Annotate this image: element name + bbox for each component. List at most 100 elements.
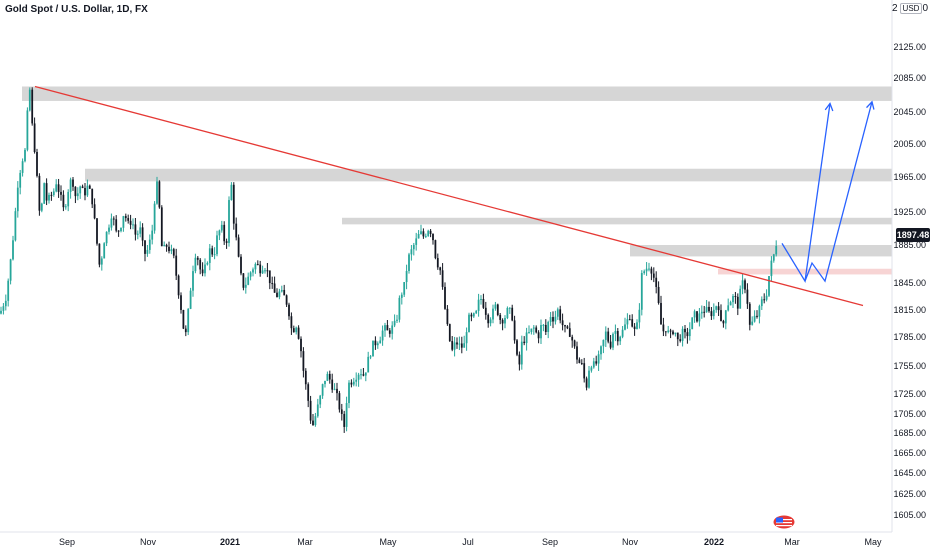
candle-body <box>681 328 684 341</box>
candle-body <box>489 319 492 324</box>
candle-body <box>422 231 425 237</box>
candle-body <box>741 280 744 289</box>
candle-body <box>2 306 5 311</box>
candle-body <box>367 356 370 373</box>
candle-body <box>576 346 578 360</box>
candle-body <box>242 273 245 288</box>
candle-body <box>319 395 322 405</box>
candle-body <box>134 224 137 235</box>
candle-body <box>60 191 62 195</box>
candle-body <box>633 326 636 330</box>
price-tick-label: 1725.00 <box>893 389 926 399</box>
zone-3 <box>630 245 892 257</box>
candle-body <box>607 331 610 342</box>
price-tick-label: 1965.00 <box>893 172 926 182</box>
candle-body <box>321 384 324 396</box>
candle-body <box>686 332 689 337</box>
candle-body <box>451 341 454 350</box>
candle-body <box>748 303 751 325</box>
candle-body <box>110 218 113 228</box>
price-tick-label: 1645.00 <box>893 468 926 478</box>
candle-body <box>530 328 533 333</box>
candle-body <box>703 311 706 313</box>
candle-body <box>232 184 235 224</box>
last-price-label-bg <box>896 228 930 242</box>
candle-body <box>698 313 701 322</box>
candle-body <box>712 309 715 317</box>
last-price-label: 1897.48 <box>896 228 930 242</box>
time-tick-label: Mar <box>784 537 800 547</box>
candle-body <box>261 270 264 274</box>
price-tick-label: 1665.00 <box>893 448 926 458</box>
candle-body <box>508 307 511 309</box>
candle-body <box>456 342 458 345</box>
candle-body <box>496 304 499 315</box>
candle-body <box>643 271 646 274</box>
us-flag-icon <box>773 515 795 529</box>
candle-body <box>580 362 583 364</box>
candle-body <box>336 388 338 394</box>
price-tick-label: 1815.00 <box>893 305 926 315</box>
candle-body <box>388 330 391 334</box>
candle-body <box>662 324 665 332</box>
candle-body <box>316 404 319 417</box>
time-axis[interactable]: Sep Nov 2021 Mar May Jul Sep Nov 2022 Mar May <box>59 537 882 547</box>
candle-body <box>535 327 538 333</box>
candle-body <box>124 216 127 219</box>
candle-body <box>81 186 84 188</box>
candle-body <box>158 181 161 208</box>
candle-body <box>96 218 98 244</box>
currency-indicator[interactable]: 2 USD 0 <box>892 3 928 14</box>
candle-body <box>477 299 480 311</box>
candle-body <box>660 302 662 325</box>
currency-unit: USD <box>899 3 923 14</box>
projection-arrowhead-0 <box>824 102 834 112</box>
candle-body <box>211 248 214 255</box>
candle-body <box>444 286 446 309</box>
candle-body <box>33 123 36 153</box>
candle-body <box>213 254 216 256</box>
price-axis[interactable]: 2125.00 2085.00 2045.00 2005.00 1965.00 1925.… <box>893 42 926 520</box>
candle-body <box>636 322 638 330</box>
candle-body <box>573 340 576 347</box>
candle-body <box>259 264 262 274</box>
candle-body <box>177 275 180 296</box>
zone-2 <box>342 217 892 225</box>
candle-body <box>168 246 170 252</box>
candle-body <box>566 326 569 329</box>
candle-body <box>504 318 506 324</box>
candle-body <box>249 272 252 277</box>
candle-body <box>201 269 204 274</box>
candle-body <box>720 310 722 321</box>
descending-trendline <box>34 85 864 307</box>
candle-body <box>352 381 355 385</box>
candle-body <box>40 203 43 211</box>
time-tick-label: Sep <box>542 537 558 547</box>
candle-body <box>588 370 590 388</box>
candle-body <box>470 314 473 317</box>
candle-body <box>187 308 190 333</box>
candle-body <box>333 388 336 390</box>
candle-body <box>760 299 763 307</box>
candle-body <box>734 296 737 298</box>
candle-body <box>585 378 588 388</box>
time-tick-label: Jul <box>462 537 474 547</box>
candle-body <box>715 306 718 310</box>
candle-body <box>396 319 398 321</box>
candle-body <box>453 342 456 350</box>
time-tick-label: Sep <box>59 537 75 547</box>
candle-body <box>364 372 367 376</box>
candle-body <box>172 249 175 256</box>
candle-body <box>91 188 94 205</box>
candle-body <box>638 309 641 323</box>
candle-body <box>280 289 283 292</box>
candle-body <box>609 341 612 348</box>
candle-body <box>482 299 485 308</box>
candle-body <box>283 289 286 296</box>
last-price-label-text: 1897.48 <box>897 230 930 240</box>
candle-body <box>561 320 564 326</box>
candle-body <box>362 374 365 376</box>
candle-body <box>196 257 199 260</box>
candle-body <box>717 306 720 311</box>
